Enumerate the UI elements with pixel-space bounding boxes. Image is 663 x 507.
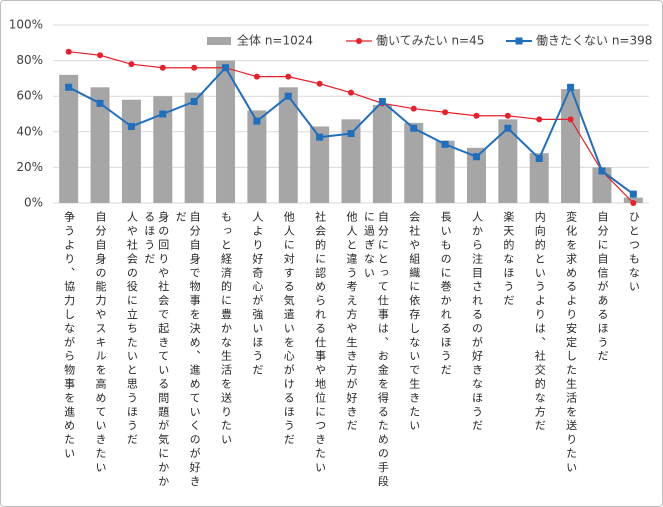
point: [410, 124, 418, 132]
point: [473, 112, 480, 119]
point: [567, 83, 575, 91]
y-tick-label: 100%: [9, 18, 43, 32]
point: [253, 117, 261, 125]
legend-swatch: [356, 38, 362, 44]
point: [629, 190, 637, 198]
x-tick-label: 会社や組織に依存しないで生きたい: [407, 211, 421, 434]
point: [410, 105, 417, 112]
x-tick-label: 自分自身の能力やスキルを高めていきたい: [94, 211, 108, 476]
y-tick-label: 60%: [16, 89, 43, 103]
x-tick-label: 自分に自信があるほうだ: [595, 211, 609, 364]
x-tick-label: 社会的に認められる仕事や地位につきたい: [313, 211, 327, 476]
point: [253, 73, 260, 80]
point: [222, 64, 230, 72]
point: [472, 153, 480, 161]
point: [65, 83, 73, 91]
x-tick-label: 人や社会の役に立ちたいと思うほうだ: [125, 211, 139, 448]
x-tick-label: 争うより、協力しながら物事を進めたい: [62, 211, 76, 462]
legend-swatch: [207, 37, 231, 45]
y-tick-label: 20%: [16, 160, 43, 174]
point: [630, 200, 637, 206]
point: [285, 73, 292, 80]
y-tick-label: 80%: [16, 53, 43, 67]
legend-swatch: [515, 37, 523, 45]
point: [441, 140, 449, 148]
bar: [498, 119, 518, 203]
point: [191, 64, 198, 71]
y-tick-label: 40%: [16, 124, 43, 138]
bar: [529, 153, 549, 203]
x-tick-label: 身の回りや社会で起きている問題が気にかかるほうだ: [142, 211, 170, 489]
point: [284, 92, 292, 100]
point: [347, 130, 355, 138]
x-tick-label: 他人と違う考え方や生き方が好きだ: [345, 211, 358, 434]
bar: [561, 89, 581, 203]
x-tick-label: 他人に対する気遣いを心がけるほうだ: [282, 211, 296, 448]
bar: [184, 92, 204, 203]
x-tick-label: 楽天的なほうだ: [501, 211, 515, 309]
x-tick-label: もっと経済的に豊かな生活を送りたい: [219, 211, 233, 448]
bar: [59, 74, 79, 203]
point: [159, 64, 166, 71]
bar: [121, 99, 141, 203]
point: [97, 52, 104, 59]
point: [378, 98, 386, 106]
point: [535, 155, 543, 162]
x-tick-label: 人から注目されるのが好きなほうだ: [470, 211, 484, 434]
point: [316, 133, 324, 141]
point: [127, 122, 135, 130]
bar: [435, 140, 455, 203]
point: [504, 124, 512, 132]
point: [316, 80, 323, 87]
point: [65, 48, 72, 55]
point: [348, 89, 354, 96]
point: [504, 112, 511, 119]
point: [190, 98, 198, 106]
y-tick-label: 0%: [24, 196, 43, 210]
bar: [466, 147, 486, 203]
bar: [153, 96, 173, 203]
x-tick-label: 長いものに巻かれるほうだ: [439, 211, 453, 378]
legend-label: 働いてみたい n=45: [376, 34, 484, 48]
point: [567, 116, 574, 123]
point: [536, 116, 543, 123]
bar: [310, 126, 330, 203]
bar: [90, 87, 110, 203]
point: [128, 61, 135, 68]
x-tick-label: 変化を求めるより安定した生活を送りたい: [564, 211, 578, 476]
bar: [278, 87, 298, 203]
bar: [216, 60, 236, 203]
point: [598, 167, 606, 175]
x-tick-label: 自分にとって仕事は、お金を得るための手段に過ぎない: [362, 211, 390, 489]
bar: [341, 119, 361, 203]
legend-label: 全体 n=1024: [237, 33, 313, 48]
bar: [404, 122, 424, 203]
legend-label: 働きたくない n=398: [536, 34, 652, 48]
x-tick-label: 人より好奇心が強いほうだ: [250, 211, 264, 378]
bar: [247, 110, 267, 203]
x-tick-label: 内向的というよりは、社交的な方だ: [533, 211, 547, 434]
point: [96, 99, 104, 107]
point: [159, 110, 167, 118]
bar: [372, 105, 392, 203]
point: [442, 109, 449, 116]
x-tick-label: 自分自身で物事を決め、進めていくのが好きだ: [174, 211, 202, 489]
x-tick-label: ひとつもない: [627, 211, 641, 295]
